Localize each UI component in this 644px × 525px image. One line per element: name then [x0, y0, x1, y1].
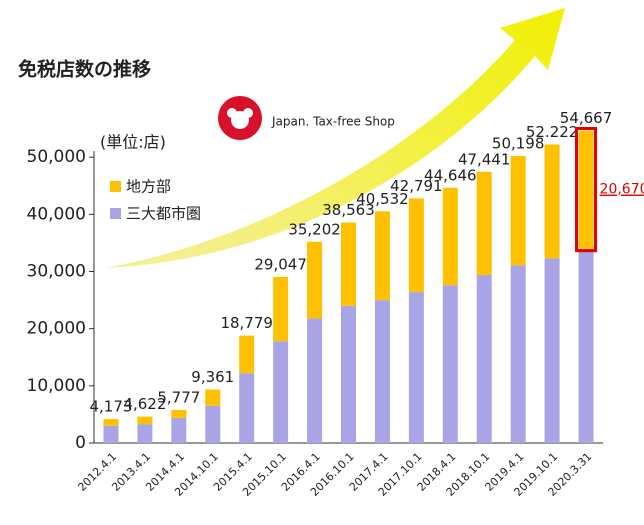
value-label: 20,670 [600, 182, 644, 198]
y-tick-label: 50,000 [27, 147, 86, 167]
total-label: 42,791 [390, 177, 443, 195]
logo-text: Japan. Tax-free Shop [271, 115, 395, 129]
bar-segment [239, 335, 255, 374]
bar-segment [578, 130, 594, 249]
bar-segment [307, 318, 323, 443]
legend-label: 地方部 [126, 178, 171, 196]
total-label: 4,622 [123, 395, 166, 413]
bar-segment [476, 274, 492, 443]
bar-segment [171, 409, 187, 418]
unit-label: (単位:店) [100, 133, 166, 152]
total-label: 47,441 [458, 150, 511, 168]
logo: Japan. Tax-free Shop [218, 96, 395, 140]
bar-segment [205, 405, 221, 443]
y-tick-label: 0 [75, 433, 86, 453]
trend-arrow [105, 8, 565, 268]
bar-segment [408, 198, 424, 293]
total-label: 5,777 [157, 388, 200, 406]
legend-swatch [110, 208, 121, 219]
bar-segment [578, 248, 594, 443]
bar-segment [171, 417, 187, 443]
bar-segment [137, 424, 153, 443]
bar-segment [374, 211, 390, 301]
total-label: 38,563 [322, 201, 375, 219]
bar-segment [103, 419, 119, 426]
y-tick-label: 40,000 [27, 204, 86, 224]
total-label: 44,646 [424, 166, 477, 184]
bar-segment [307, 241, 323, 319]
y-tick-label: 20,000 [27, 319, 86, 339]
total-label: 52.222 [526, 123, 579, 141]
bar-segment [510, 265, 526, 443]
legend-swatch [110, 181, 121, 192]
bar-segment [442, 285, 458, 443]
y-tick-label: 30,000 [27, 262, 86, 282]
bar-segment [408, 292, 424, 443]
bar-segment [273, 341, 289, 443]
chart-title: 免税店数の推移 [18, 58, 151, 81]
legend-label: 三大都市圏 [126, 205, 201, 223]
bar-segment [239, 373, 255, 443]
y-tick-label: 10,000 [27, 376, 86, 396]
bar-segment [510, 156, 526, 266]
bar-segment [374, 300, 390, 443]
highlight-box [575, 126, 598, 253]
bar-segment [273, 276, 289, 342]
total-label: 9,361 [191, 368, 234, 386]
bar-segment [544, 258, 560, 443]
total-label: 50,198 [492, 135, 545, 153]
bar-segment [476, 171, 492, 275]
bar-segment [544, 144, 560, 259]
total-label: 54,667 [560, 109, 613, 127]
total-label: 40,532 [356, 190, 409, 208]
bar-segment [442, 187, 458, 286]
bar-segment [341, 222, 356, 306]
total-label: 35,202 [288, 220, 341, 238]
bar-segment [341, 305, 356, 443]
total-label: 4,173 [89, 398, 132, 416]
total-label: 29,047 [254, 255, 307, 273]
bar-segment [103, 425, 119, 443]
total-label: 18,779 [220, 314, 273, 332]
bar-segment [137, 416, 153, 425]
bar-segment [205, 389, 221, 406]
